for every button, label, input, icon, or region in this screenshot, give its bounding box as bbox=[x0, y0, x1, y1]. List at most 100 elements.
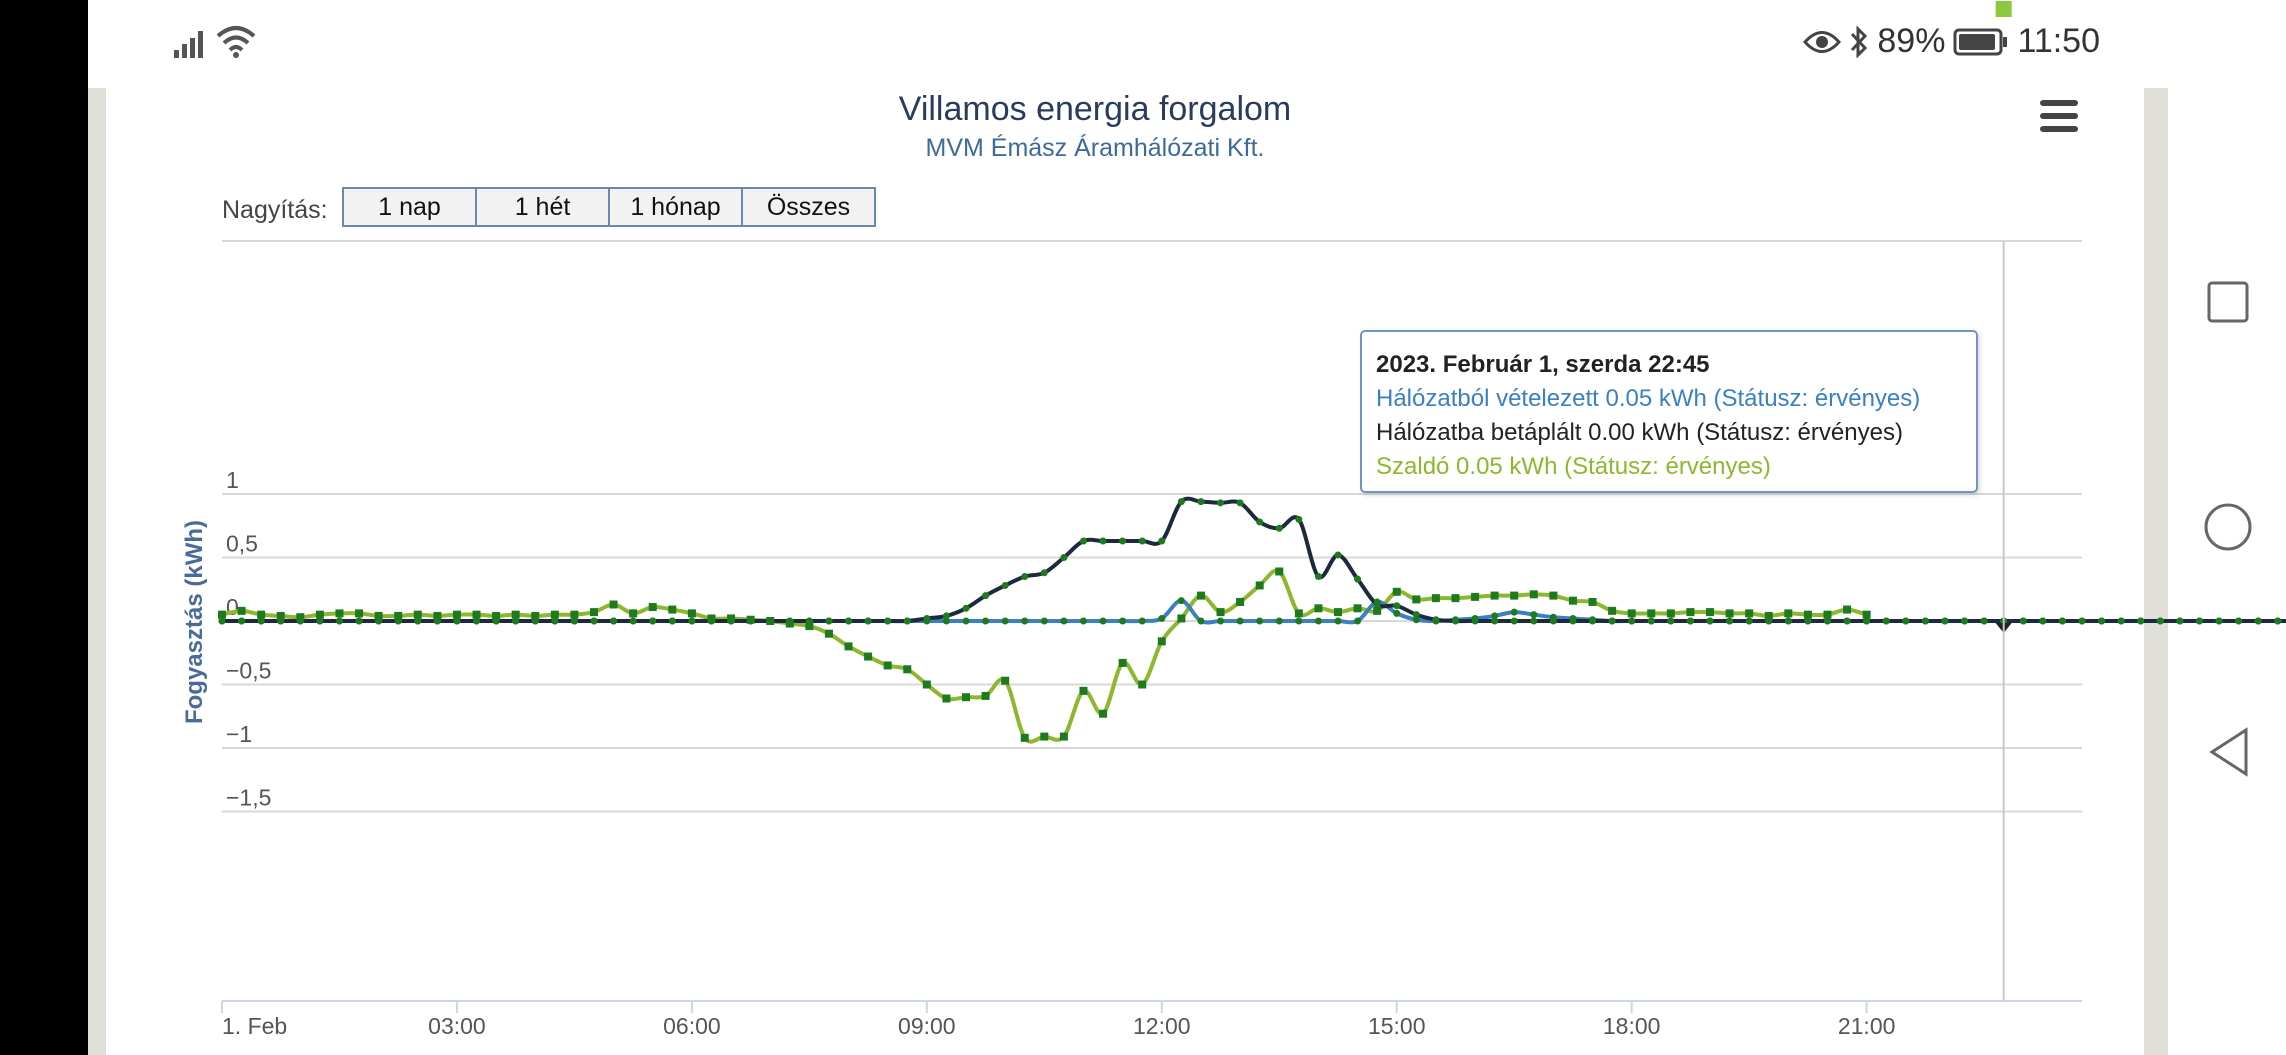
data-point-1 bbox=[1941, 617, 1949, 625]
data-point-2 bbox=[590, 608, 598, 617]
data-point-2 bbox=[1725, 609, 1734, 618]
data-point-2 bbox=[374, 611, 383, 620]
data-point-0 bbox=[1491, 612, 1499, 620]
data-point-2 bbox=[257, 610, 266, 619]
data-point-1 bbox=[355, 617, 363, 625]
chart-title: Villamos energia forgalom bbox=[898, 90, 1292, 128]
data-point-1 bbox=[1726, 617, 1734, 625]
data-point-1 bbox=[414, 617, 422, 625]
data-point-2 bbox=[1451, 594, 1460, 603]
data-point-2 bbox=[1334, 608, 1342, 617]
zoom-all-button[interactable]: Összes bbox=[766, 193, 851, 221]
data-point-2 bbox=[335, 609, 344, 618]
data-point-0 bbox=[1314, 617, 1322, 625]
data-point-2 bbox=[452, 610, 461, 619]
y-tick-label: −0,5 bbox=[226, 658, 271, 684]
data-point-2 bbox=[1314, 604, 1323, 613]
data-point-2 bbox=[1823, 610, 1832, 619]
data-point-2 bbox=[433, 611, 442, 620]
data-point-2 bbox=[942, 694, 951, 703]
data-point-0 bbox=[1510, 608, 1518, 616]
data-point-1 bbox=[610, 617, 618, 625]
data-point-1 bbox=[884, 617, 892, 625]
data-point-0 bbox=[1197, 617, 1205, 625]
data-point-1 bbox=[962, 604, 970, 612]
zoom-1-month-button[interactable]: 1 hónap bbox=[610, 189, 743, 225]
data-point-1 bbox=[1001, 581, 1009, 589]
data-point-2 bbox=[1843, 605, 1852, 614]
data-point-0 bbox=[1393, 609, 1401, 617]
data-point-1 bbox=[1236, 499, 1244, 507]
data-point-1 bbox=[394, 617, 402, 625]
data-point-1 bbox=[1471, 617, 1479, 625]
hamburger-menu-icon[interactable] bbox=[2040, 100, 2078, 132]
data-point-1 bbox=[2039, 617, 2047, 625]
y-tick-label: 1 bbox=[226, 467, 239, 493]
data-point-2 bbox=[1549, 591, 1558, 600]
data-point-0 bbox=[1217, 617, 1225, 625]
data-point-1 bbox=[296, 617, 304, 625]
data-point-0 bbox=[982, 617, 990, 625]
data-point-1 bbox=[570, 617, 578, 625]
circle-icon[interactable] bbox=[2204, 503, 2252, 551]
data-point-1 bbox=[1961, 617, 1969, 625]
zoom-1-day-button[interactable]: 1 nap bbox=[344, 189, 477, 225]
data-point-2 bbox=[1686, 608, 1695, 617]
y-tick-label: −1,5 bbox=[226, 785, 271, 811]
data-point-1 bbox=[1921, 617, 1929, 625]
data-point-1 bbox=[1784, 617, 1792, 625]
y-axis-label: Fogyasztás (kWh) bbox=[181, 520, 208, 724]
data-point-2 bbox=[629, 609, 638, 618]
data-point-1 bbox=[2078, 617, 2086, 625]
data-point-2 bbox=[1216, 608, 1225, 617]
data-point-2 bbox=[1177, 614, 1186, 623]
series-lines bbox=[218, 0, 2286, 744]
hover-marker bbox=[1993, 0, 2014, 19]
data-point-1 bbox=[825, 617, 833, 625]
data-point-1 bbox=[1432, 616, 1440, 624]
data-point-1 bbox=[1412, 611, 1420, 619]
data-point-2 bbox=[805, 622, 814, 631]
series-line-2 bbox=[221, 568, 1868, 744]
data-point-1 bbox=[2274, 617, 2282, 625]
data-point-2 bbox=[1803, 610, 1812, 619]
data-point-1 bbox=[649, 617, 657, 625]
data-point-0 bbox=[1138, 617, 1146, 625]
triangle-back-icon[interactable] bbox=[2209, 727, 2248, 777]
data-point-2 bbox=[687, 609, 696, 618]
data-point-1 bbox=[766, 617, 774, 625]
x-tick-label: 18:00 bbox=[1603, 1013, 1661, 1039]
clock: 11:50 bbox=[2017, 22, 2100, 60]
tooltip-line-balance: Szaldó 0.05 kWh (Státusz: érvényes) bbox=[1376, 453, 1771, 480]
data-point-0 bbox=[942, 617, 950, 625]
data-point-0 bbox=[1275, 617, 1283, 625]
data-point-2 bbox=[1118, 658, 1127, 667]
data-point-2 bbox=[1255, 581, 1264, 590]
data-point-1 bbox=[1256, 518, 1264, 526]
data-point-0 bbox=[962, 617, 970, 625]
zoom-1-week-button[interactable]: 1 hét bbox=[477, 189, 610, 225]
data-point-1 bbox=[1158, 537, 1166, 545]
data-point-1 bbox=[1686, 617, 1694, 625]
data-point-1 bbox=[1138, 537, 1146, 545]
data-point-2 bbox=[394, 611, 403, 620]
square-icon[interactable] bbox=[2207, 281, 2249, 323]
data-point-2 bbox=[1764, 611, 1773, 620]
data-point-1 bbox=[2235, 617, 2243, 625]
data-point-1 bbox=[786, 617, 794, 625]
data-point-2 bbox=[903, 665, 912, 674]
data-point-2 bbox=[1196, 591, 1205, 600]
data-point-2 bbox=[413, 610, 422, 619]
data-point-1 bbox=[2156, 617, 2164, 625]
data-point-1 bbox=[1060, 554, 1068, 561]
x-axis-ticks: 1. Feb 03:00 06:00 09:00 12:00 15:00 18:00 21:0… bbox=[221, 1001, 1895, 1039]
data-point-0 bbox=[1158, 614, 1166, 622]
data-point-2 bbox=[648, 603, 657, 612]
data-point-2 bbox=[981, 691, 990, 700]
data-point-1 bbox=[1373, 600, 1381, 608]
data-point-1 bbox=[1882, 617, 1890, 625]
data-point-1 bbox=[2254, 617, 2262, 625]
data-point-2 bbox=[668, 605, 677, 614]
x-tick-label: 09:00 bbox=[898, 1013, 956, 1039]
